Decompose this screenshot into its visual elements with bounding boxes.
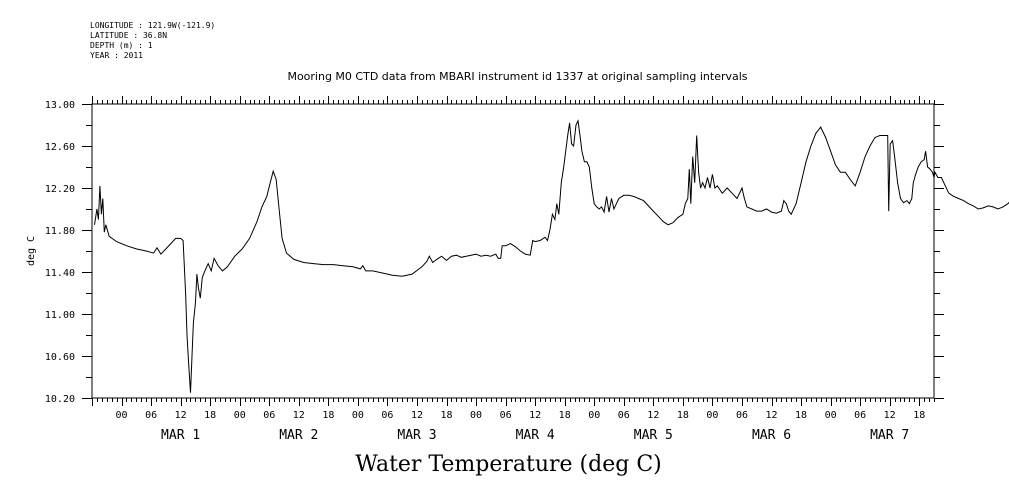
x-tick-label: 12 [529, 410, 541, 421]
tick-marks [82, 96, 944, 406]
day-label: MAR 6 [752, 428, 791, 443]
y-tick-label: 11.40 [45, 268, 75, 279]
day-labels: MAR 1 MAR 2 MAR 3 MAR 4 MAR 5 MAR 6 MAR 7 [161, 428, 909, 443]
y-tick-labels: 13.00 12.60 12.20 11.80 11.40 11.00 10.60 10.20 [45, 100, 75, 405]
day-label: MAR 4 [516, 428, 555, 443]
chart-title: Mooring M0 CTD data from MBARI instrumen… [287, 70, 748, 83]
x-tick-label: 18 [559, 410, 571, 421]
x-tick-labels: 00 06 12 18 00 06 12 18 00 06 12 18 00 06 12 18 00 06 12 18… [116, 410, 926, 421]
x-tick-label: 06 [145, 410, 157, 421]
y-tick-label: 10.60 [45, 352, 75, 363]
depth-label: DEPTH (m) : 1 [90, 41, 153, 50]
x-tick-label: 12 [765, 410, 777, 421]
day-label: MAR 2 [279, 428, 318, 443]
x-tick-label: 06 [263, 410, 275, 421]
x-tick-label: 12 [411, 410, 423, 421]
day-label: MAR 5 [634, 428, 673, 443]
y-tick-label: 11.80 [45, 226, 75, 237]
x-tick-label: 00 [234, 410, 246, 421]
footer-title: Water Temperature (deg C) [355, 452, 662, 477]
x-tick-label: 00 [706, 410, 718, 421]
x-tick-label: 00 [588, 410, 600, 421]
longitude-label: LONGITUDE : 121.9W(-121.9) [90, 21, 216, 30]
y-tick-label: 12.20 [45, 184, 75, 195]
x-tick-label: 06 [854, 410, 866, 421]
x-tick-label: 06 [618, 410, 630, 421]
y-tick-label: 10.20 [45, 394, 75, 405]
year-label: YEAR : 2011 [90, 51, 143, 60]
x-tick-label: 18 [322, 410, 334, 421]
metadata-block: LONGITUDE : 121.9W(-121.9) LATITUDE : 36… [90, 21, 215, 61]
x-tick-label: 06 [500, 410, 512, 421]
y-tick-label: 11.00 [45, 310, 75, 321]
x-tick-label: 00 [825, 410, 837, 421]
plot-frame [91, 103, 935, 399]
x-tick-label: 06 [381, 410, 393, 421]
y-tick-label: 13.00 [45, 100, 75, 111]
x-tick-label: 00 [116, 410, 128, 421]
x-tick-label: 18 [677, 410, 689, 421]
x-tick-label: 18 [204, 410, 216, 421]
day-label: MAR 1 [161, 428, 200, 443]
y-tick-label: 12.60 [45, 142, 75, 153]
x-tick-label: 12 [647, 410, 659, 421]
x-tick-label: 18 [913, 410, 925, 421]
day-label: MAR 3 [397, 428, 436, 443]
x-tick-label: 18 [795, 410, 807, 421]
x-tick-label: 00 [470, 410, 482, 421]
x-tick-label: 06 [736, 410, 748, 421]
y-axis-label: deg C [26, 236, 37, 266]
series-line [94, 119, 1009, 393]
day-label: MAR 7 [870, 428, 909, 443]
x-tick-label: 12 [175, 410, 187, 421]
x-tick-label: 00 [352, 410, 364, 421]
x-tick-label: 12 [293, 410, 305, 421]
x-tick-label: 12 [884, 410, 896, 421]
latitude-label: LATITUDE : 36.8N [90, 31, 168, 40]
x-tick-label: 18 [441, 410, 453, 421]
